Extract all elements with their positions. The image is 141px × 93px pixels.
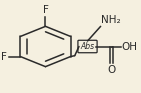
Text: OH: OH — [122, 41, 138, 52]
FancyBboxPatch shape — [78, 40, 97, 53]
Text: F: F — [1, 52, 7, 62]
Text: NH₂: NH₂ — [101, 15, 121, 25]
Text: F: F — [43, 5, 48, 15]
Text: Abs: Abs — [81, 42, 95, 51]
Text: O: O — [108, 65, 116, 75]
